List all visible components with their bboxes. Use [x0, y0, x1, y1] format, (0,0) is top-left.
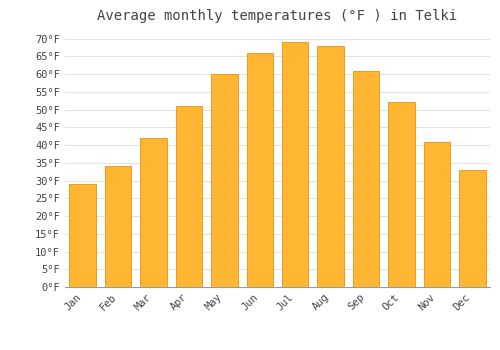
Bar: [388, 103, 414, 287]
Bar: [176, 106, 202, 287]
Bar: [140, 138, 167, 287]
Bar: [424, 141, 450, 287]
Bar: [282, 42, 308, 287]
Bar: [70, 184, 96, 287]
Bar: [211, 74, 238, 287]
Title: Average monthly temperatures (°F ) in Telki: Average monthly temperatures (°F ) in Te…: [98, 9, 458, 23]
Bar: [459, 170, 485, 287]
Bar: [105, 166, 132, 287]
Bar: [353, 71, 380, 287]
Bar: [246, 53, 273, 287]
Bar: [318, 46, 344, 287]
